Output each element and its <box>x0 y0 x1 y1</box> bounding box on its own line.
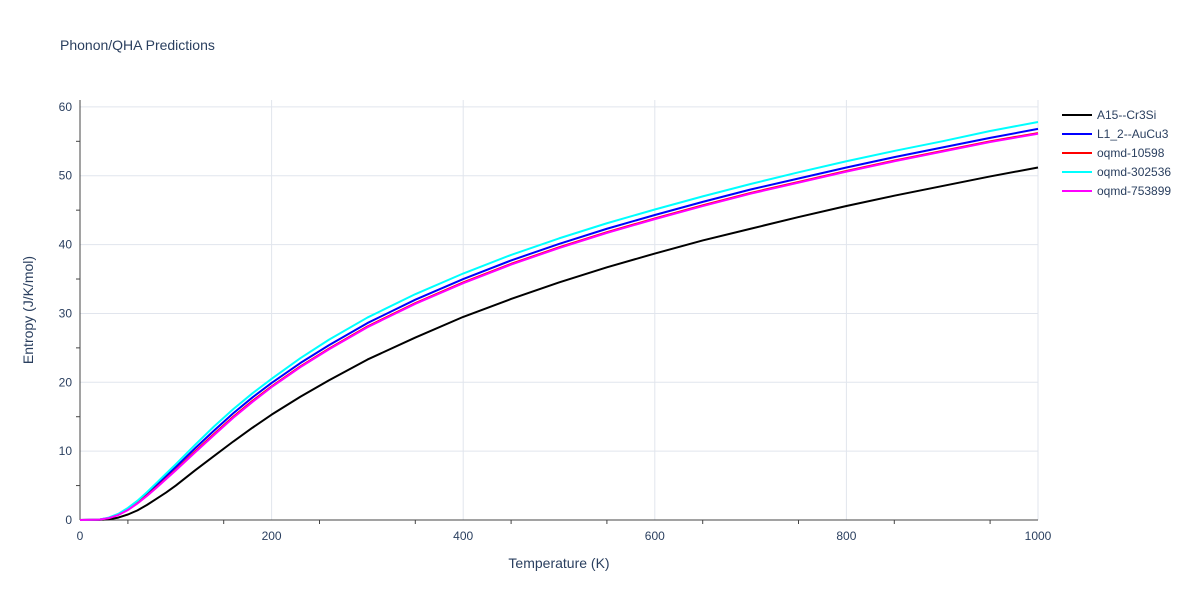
series-line-oqmd-753899 <box>79 132 1039 521</box>
legend-label: oqmd-753899 <box>1097 184 1171 198</box>
legend[interactable]: A15--Cr3Si L1_2--AuCu3 oqmd-10598 oqmd-3025… <box>1062 108 1171 198</box>
chart-title: Phonon/QHA Predictions <box>60 37 215 53</box>
x-tick-label: 0 <box>77 529 84 543</box>
y-tick-label: 30 <box>59 306 73 320</box>
y-tick-label: 50 <box>59 169 73 183</box>
x-tick-label: 1000 <box>1025 529 1052 543</box>
series-line-A15--Cr3Si <box>79 166 1039 521</box>
legend-item[interactable]: L1_2--AuCu3 <box>1062 127 1169 141</box>
legend-label: oqmd-302536 <box>1097 165 1171 179</box>
legend-label: oqmd-10598 <box>1097 146 1165 160</box>
legend-item[interactable]: A15--Cr3Si <box>1062 108 1156 122</box>
legend-item[interactable]: oqmd-753899 <box>1062 184 1171 198</box>
y-tick-label: 40 <box>59 238 73 252</box>
x-tick-label: 200 <box>262 529 282 543</box>
x-tick-label: 600 <box>645 529 665 543</box>
y-axis-title: Entropy (J/K/mol) <box>20 256 36 364</box>
tick-labels: 0 200 400 600 800 1000 0 10 20 30 40 50 60 <box>59 100 1052 543</box>
legend-label: A15--Cr3Si <box>1097 108 1156 122</box>
legend-item[interactable]: oqmd-302536 <box>1062 165 1171 179</box>
legend-item[interactable]: oqmd-10598 <box>1062 146 1165 160</box>
series-line-oqmd-302536 <box>79 121 1039 521</box>
axes <box>76 100 1038 524</box>
y-tick-label: 60 <box>59 100 73 114</box>
y-tick-label: 0 <box>65 513 72 527</box>
x-axis-title: Temperature (K) <box>508 555 609 571</box>
y-tick-label: 20 <box>59 375 73 389</box>
x-tick-label: 400 <box>453 529 473 543</box>
x-tick-label: 800 <box>836 529 856 543</box>
y-tick-label: 10 <box>59 444 73 458</box>
legend-label: L1_2--AuCu3 <box>1097 127 1169 141</box>
series-group <box>79 121 1039 521</box>
